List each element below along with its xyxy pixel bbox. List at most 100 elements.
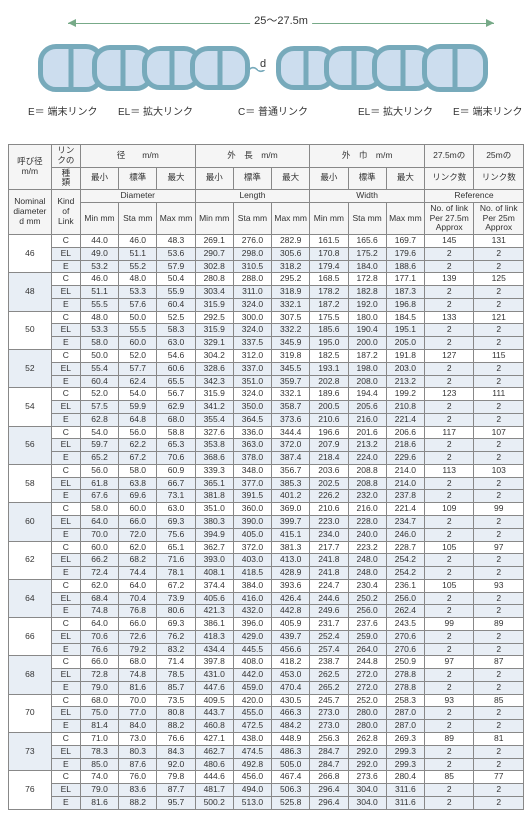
cell-value: 48.3 — [157, 235, 195, 248]
cell-value: 194.4 — [348, 388, 386, 401]
cell-value: 229.6 — [386, 452, 424, 465]
cell-value: 351.0 — [195, 503, 233, 516]
cell-kind: E — [51, 681, 80, 694]
cell-value: 84.0 — [119, 720, 157, 733]
cell-value: 78.1 — [157, 567, 195, 580]
cell-value: 256.0 — [386, 592, 424, 605]
table-row: 62C60.062.065.1362.7372.0381.3217.7223.2… — [9, 541, 524, 554]
cell-diameter: 48 — [9, 273, 52, 311]
cell-value: 87.6 — [119, 758, 157, 771]
cell-value: 56.0 — [80, 464, 118, 477]
cell-value: 360.0 — [233, 503, 271, 516]
cell-value: 55.9 — [157, 286, 195, 299]
cell-value: 262.8 — [348, 732, 386, 745]
cell-value: 65.3 — [157, 439, 195, 452]
cell-value: 213.2 — [386, 375, 424, 388]
cell-value: 66.7 — [157, 477, 195, 490]
cell-value: 74.8 — [119, 669, 157, 682]
cell-value: 76.6 — [157, 732, 195, 745]
cell-value: 193.1 — [310, 362, 348, 375]
cell-value: 391.5 — [233, 490, 271, 503]
cell-value: 2 — [424, 528, 473, 541]
cell-value: 413.0 — [272, 554, 310, 567]
cell-kind: E — [51, 567, 80, 580]
cell-value: 324.0 — [233, 388, 271, 401]
cell-value: 332.1 — [272, 298, 310, 311]
cell-value: 405.9 — [272, 618, 310, 631]
cell-value: 332.2 — [272, 324, 310, 337]
cell-value: 44.0 — [80, 235, 118, 248]
cell-kind: E — [51, 490, 80, 503]
cell-value: 55.5 — [119, 324, 157, 337]
cell-value: 2 — [424, 298, 473, 311]
cell-value: 278.8 — [386, 681, 424, 694]
cell-value: 2 — [424, 707, 473, 720]
hdr-25-jp: 25mの — [474, 145, 524, 168]
cell-value: 445.5 — [233, 643, 271, 656]
cell-value: 438.0 — [233, 732, 271, 745]
cell-value: 62.4 — [119, 375, 157, 388]
cell-kind: EL — [51, 554, 80, 567]
cell-value: 182.8 — [348, 286, 386, 299]
cell-value: 214.0 — [386, 477, 424, 490]
cell-value: 62.9 — [157, 401, 195, 414]
cell-value: 359.7 — [272, 375, 310, 388]
cell-kind: EL — [51, 362, 80, 375]
cell-value: 196.8 — [386, 298, 424, 311]
cell-value: 170.8 — [310, 247, 348, 260]
cell-value: 70.0 — [119, 694, 157, 707]
cell-value: 228.0 — [348, 515, 386, 528]
cell-value: 81 — [474, 732, 524, 745]
cell-value: 381.3 — [272, 541, 310, 554]
cell-value: 210.8 — [386, 401, 424, 414]
cell-value: 161.5 — [310, 235, 348, 248]
cell-value: 264.0 — [348, 643, 386, 656]
dimension-line: 25〜27.5m — [68, 16, 494, 30]
cell-value: 81.4 — [80, 720, 118, 733]
cell-value: 105 — [424, 541, 473, 554]
cell-value: 356.7 — [272, 464, 310, 477]
cell-value: 208.8 — [348, 464, 386, 477]
cell-value: 54.6 — [157, 350, 195, 363]
span-label: 25〜27.5m — [250, 12, 312, 28]
cell-value: 362.7 — [195, 541, 233, 554]
cell-value: 434.4 — [195, 643, 233, 656]
cell-value: 70.6 — [157, 452, 195, 465]
table-row: EL72.874.878.5431.0442.0453.0262.5272.02… — [9, 669, 524, 682]
cell-kind: E — [51, 337, 80, 350]
cell-value: 187.2 — [348, 350, 386, 363]
cell-value: 284.7 — [310, 745, 348, 758]
cell-value: 448.9 — [272, 732, 310, 745]
cell-value: 115 — [474, 350, 524, 363]
cell-value: 202.5 — [310, 477, 348, 490]
cell-value: 241.8 — [310, 554, 348, 567]
cell-value: 365.1 — [195, 477, 233, 490]
cell-value: 226.2 — [310, 490, 348, 503]
cell-value: 384.0 — [233, 579, 271, 592]
cell-value: 282.9 — [272, 235, 310, 248]
cell-value: 223.2 — [348, 541, 386, 554]
cell-value: 2 — [424, 554, 473, 567]
hdr-len-en: Length — [195, 190, 310, 203]
cell-value: 420.0 — [233, 694, 271, 707]
cell-value: 58.3 — [157, 324, 195, 337]
cell-value: 2 — [474, 375, 524, 388]
cell-value: 50.0 — [119, 311, 157, 324]
cell-value: 394.9 — [195, 528, 233, 541]
cell-value: 344.4 — [272, 426, 310, 439]
cell-value: 208.8 — [348, 477, 386, 490]
cell-value: 87.7 — [157, 784, 195, 797]
cell-value: 52.0 — [80, 388, 118, 401]
cell-value: 78.5 — [157, 669, 195, 682]
cell-value: 273.0 — [310, 720, 348, 733]
cell-value: 231.7 — [310, 618, 348, 631]
cell-value: 245.7 — [310, 694, 348, 707]
cell-value: 73.1 — [157, 490, 195, 503]
cell-value: 145 — [424, 235, 473, 248]
cell-value: 117 — [424, 426, 473, 439]
cell-kind: E — [51, 452, 80, 465]
cell-value: 111 — [474, 388, 524, 401]
cell-value: 175.2 — [348, 247, 386, 260]
cell-value: 2 — [424, 745, 473, 758]
cell-value: 217.7 — [310, 541, 348, 554]
